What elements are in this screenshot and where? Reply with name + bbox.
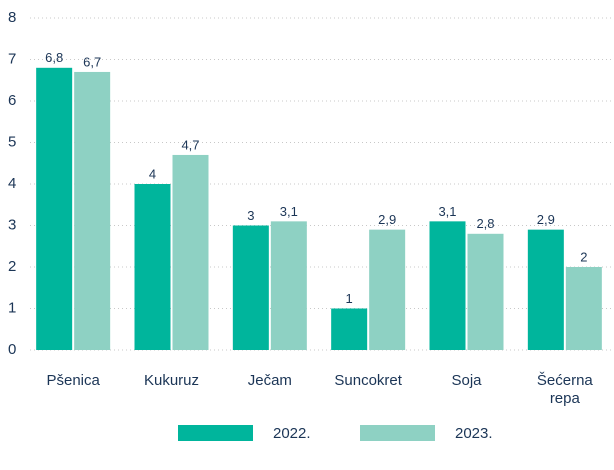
x-tick-label: Soja — [451, 372, 482, 389]
y-tick-label: 5 — [8, 133, 16, 150]
legend-label: 2023. — [455, 425, 493, 442]
bar — [565, 267, 602, 350]
value-label: 3,1 — [280, 204, 298, 219]
x-tick-label: Suncokret — [334, 372, 402, 389]
bar — [270, 221, 307, 350]
y-tick-label: 8 — [8, 9, 16, 26]
y-tick-label: 0 — [8, 341, 16, 358]
y-tick-label: 6 — [8, 92, 16, 109]
value-label: 3,1 — [438, 204, 456, 219]
bar — [369, 229, 406, 350]
x-tick-label: Kukuruz — [144, 372, 199, 389]
bar — [527, 229, 564, 350]
bar — [172, 154, 209, 350]
x-tick-label: Ječam — [248, 372, 292, 389]
bar — [467, 233, 504, 350]
value-label: 3 — [247, 208, 254, 223]
bar — [429, 221, 466, 350]
y-tick-label: 2 — [8, 258, 16, 275]
value-label: 6,7 — [83, 54, 101, 69]
value-label: 2,8 — [476, 216, 494, 231]
value-label: 6,8 — [45, 50, 63, 65]
x-tick-label: Pšenica — [46, 372, 100, 389]
bar — [331, 308, 368, 350]
value-label: 4 — [149, 166, 156, 181]
legend-swatch — [178, 425, 253, 441]
bar — [74, 71, 111, 350]
bar — [36, 67, 73, 351]
bar — [232, 225, 269, 350]
y-tick-label: 7 — [8, 50, 16, 67]
value-label: 2 — [580, 249, 587, 264]
legend-label: 2022. — [273, 425, 311, 442]
bar — [134, 184, 171, 350]
y-tick-label: 4 — [8, 175, 16, 192]
value-label: 1 — [346, 291, 353, 306]
legend-swatch — [360, 425, 435, 441]
value-label: 2,9 — [378, 212, 396, 227]
value-label: 2,9 — [537, 212, 555, 227]
y-tick-label: 1 — [8, 299, 16, 316]
x-tick-label: Šećerna repa — [537, 372, 594, 407]
value-label: 4,7 — [181, 137, 199, 152]
y-tick-label: 3 — [8, 216, 16, 233]
